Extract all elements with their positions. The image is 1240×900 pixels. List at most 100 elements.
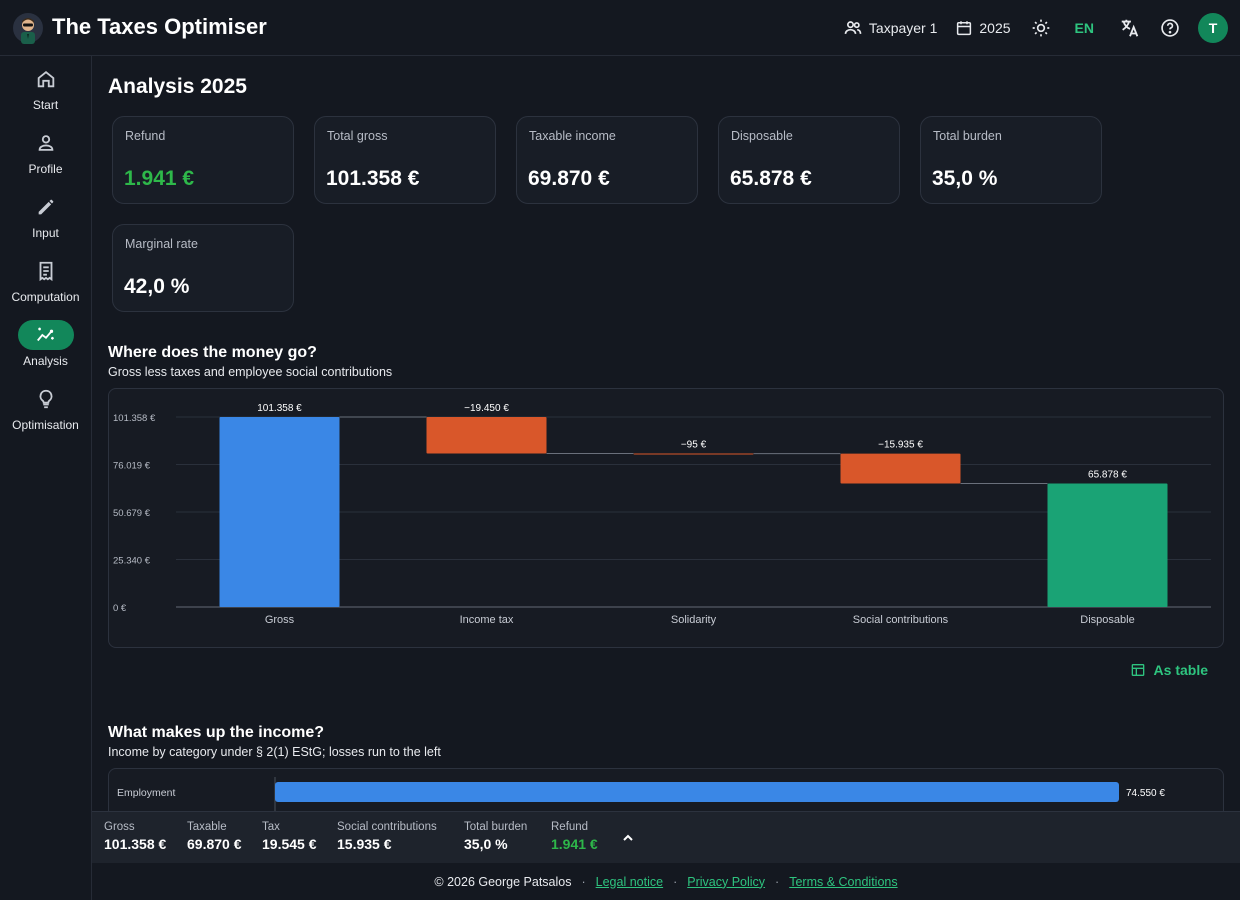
x-tick-label: Solidarity xyxy=(671,614,717,626)
as-table-button[interactable]: As table xyxy=(1130,662,1208,678)
sidebar-item-label: Profile xyxy=(28,162,63,176)
footer: © 2026 George Patsalos · Legal notice · … xyxy=(92,863,1240,900)
summary-value: 101.358 € xyxy=(104,836,167,852)
chevron-up-icon xyxy=(623,834,633,841)
bar-value-label: 65.878 € xyxy=(1088,470,1127,481)
kpi-card-disposable: Disposable 65.878 € xyxy=(718,116,900,204)
app-logo-icon xyxy=(12,12,44,44)
y-tick-label: 0 € xyxy=(113,603,127,614)
footer-separator: · xyxy=(673,874,678,889)
app-header: The Taxes Optimiser Taxpayer 1 2025 EN xyxy=(0,0,1240,56)
year-selector[interactable]: 2025 xyxy=(955,19,1011,37)
help-button[interactable] xyxy=(1158,16,1182,40)
income-subtitle: Income by category under § 2(1) EStG; lo… xyxy=(108,745,441,759)
sidebar-item-label: Input xyxy=(32,226,59,240)
table-icon xyxy=(1131,664,1144,676)
summary-item-gross: Gross 101.358 € xyxy=(104,821,166,852)
kpi-value: 101.358 € xyxy=(326,167,420,190)
analytics-icon xyxy=(36,327,54,342)
summary-value: 15.935 € xyxy=(337,836,392,852)
waterfall-chart: 0 € 25.340 € 50.679 € 76.019 € 101.358 € 101.… xyxy=(108,388,1224,648)
y-tick-label: 25.340 € xyxy=(113,555,151,566)
terms-link[interactable]: Terms & Conditions xyxy=(789,874,898,889)
summary-item-social-contributions: Social contributions 15.935 € xyxy=(337,821,437,852)
sun-icon xyxy=(1032,19,1049,37)
page-title: Analysis 2025 xyxy=(108,75,247,98)
pencil-icon xyxy=(38,199,53,215)
home-icon xyxy=(37,70,54,88)
app-title: The Taxes Optimiser xyxy=(52,14,267,39)
theme-toggle-button[interactable] xyxy=(1029,16,1053,40)
kpi-value: 35,0 % xyxy=(932,167,998,190)
kpi-value: 69.870 € xyxy=(528,167,610,190)
summary-item-tax: Tax 19.545 € xyxy=(262,821,317,852)
summary-label: Total burden xyxy=(464,821,528,833)
y-tick-label: 101.358 € xyxy=(113,413,156,424)
waterfall-bar xyxy=(840,453,961,484)
bar-value-label: −15.935 € xyxy=(878,440,923,451)
summary-value: 69.870 € xyxy=(187,836,242,852)
kpi-card-refund: Refund 1.941 € xyxy=(112,116,294,204)
summary-value: 1.941 € xyxy=(551,836,598,852)
kpi-card-total-gross: Total gross 101.358 € xyxy=(314,116,496,204)
sidebar-item-analysis[interactable]: Analysis xyxy=(0,312,91,372)
receipt-icon xyxy=(39,261,52,282)
summary-bar: Gross 101.358 € Taxable 69.870 € Tax 19.… xyxy=(92,811,1240,863)
taxpayer-label: Taxpayer 1 xyxy=(868,20,938,36)
summary-label: Social contributions xyxy=(337,821,437,833)
kpi-card-marginal-rate: Marginal rate 42,0 % xyxy=(112,224,294,312)
summary-item-taxable: Taxable 69.870 € xyxy=(187,821,242,852)
kpi-label: Total gross xyxy=(327,129,388,143)
translate-button[interactable] xyxy=(1118,16,1142,40)
summary-value: 35,0 % xyxy=(464,836,508,852)
sidebar-item-optimisation[interactable]: Optimisation xyxy=(0,376,91,436)
bar-value-label: −95 € xyxy=(681,439,707,450)
kpi-label: Marginal rate xyxy=(125,237,198,251)
sidebar-item-input[interactable]: Input xyxy=(0,184,91,244)
summary-label: Refund xyxy=(551,821,589,833)
summary-label: Tax xyxy=(262,821,280,833)
sidebar-item-label: Analysis xyxy=(23,354,68,368)
kpi-label: Total burden xyxy=(933,129,1002,143)
kpi-value: 1.941 € xyxy=(124,167,195,190)
summary-label: Gross xyxy=(104,821,135,833)
kpi-card-total-burden: Total burden 35,0 % xyxy=(920,116,1102,204)
kpi-label: Taxable income xyxy=(529,129,616,143)
sidebar-item-profile[interactable]: Profile xyxy=(0,120,91,180)
kpi-label: Refund xyxy=(125,129,166,143)
kpi-value: 65.878 € xyxy=(730,167,812,190)
bar-value-label: 74.550 € xyxy=(1126,788,1165,799)
main-content: Analysis 2025 Refund 1.941 € Total gross… xyxy=(92,56,1240,811)
waterfall-chart-svg: 0 € 25.340 € 50.679 € 76.019 € 101.358 € 101.… xyxy=(113,403,1211,626)
legal-notice-link[interactable]: Legal notice xyxy=(595,874,664,889)
sidebar-item-computation[interactable]: Computation xyxy=(0,248,91,308)
lightbulb-icon xyxy=(39,389,52,409)
copyright-text: © 2026 George Patsalos xyxy=(434,874,572,889)
waterfall-bar xyxy=(633,453,754,455)
calendar-icon xyxy=(957,21,972,36)
user-avatar[interactable]: T xyxy=(1198,13,1228,43)
summary-label: Taxable xyxy=(187,821,227,833)
summary-item-total-burden: Total burden 35,0 % xyxy=(464,821,527,852)
year-label: 2025 xyxy=(979,20,1011,36)
bar-value-label: 101.358 € xyxy=(257,403,302,414)
help-icon xyxy=(1161,19,1179,37)
sidebar-nav: Start Profile Input Computation Analysis… xyxy=(0,56,92,900)
income-title: What makes up the income? xyxy=(108,724,325,741)
income-chart-svg: Employment 74.550 € xyxy=(117,777,1165,811)
expand-summary-button[interactable] xyxy=(620,830,636,851)
language-button[interactable]: EN xyxy=(1074,20,1094,36)
y-tick-label: 50.679 € xyxy=(113,508,151,519)
x-tick-label: Social contributions xyxy=(853,614,949,626)
kpi-card-taxable-income: Taxable income 69.870 € xyxy=(516,116,698,204)
summary-item-refund: Refund 1.941 € xyxy=(551,821,598,852)
sidebar-item-label: Start xyxy=(32,98,59,112)
kpi-value: 42,0 % xyxy=(124,275,190,298)
person-icon xyxy=(38,135,53,151)
waterfall-subtitle: Gross less taxes and employee social con… xyxy=(108,365,393,379)
sidebar-item-start[interactable]: Start xyxy=(0,56,91,116)
privacy-policy-link[interactable]: Privacy Policy xyxy=(687,874,766,889)
taxpayer-selector[interactable]: Taxpayer 1 xyxy=(843,18,937,38)
bar-value-label: −19.450 € xyxy=(464,403,509,414)
as-table-label: As table xyxy=(1153,662,1208,678)
